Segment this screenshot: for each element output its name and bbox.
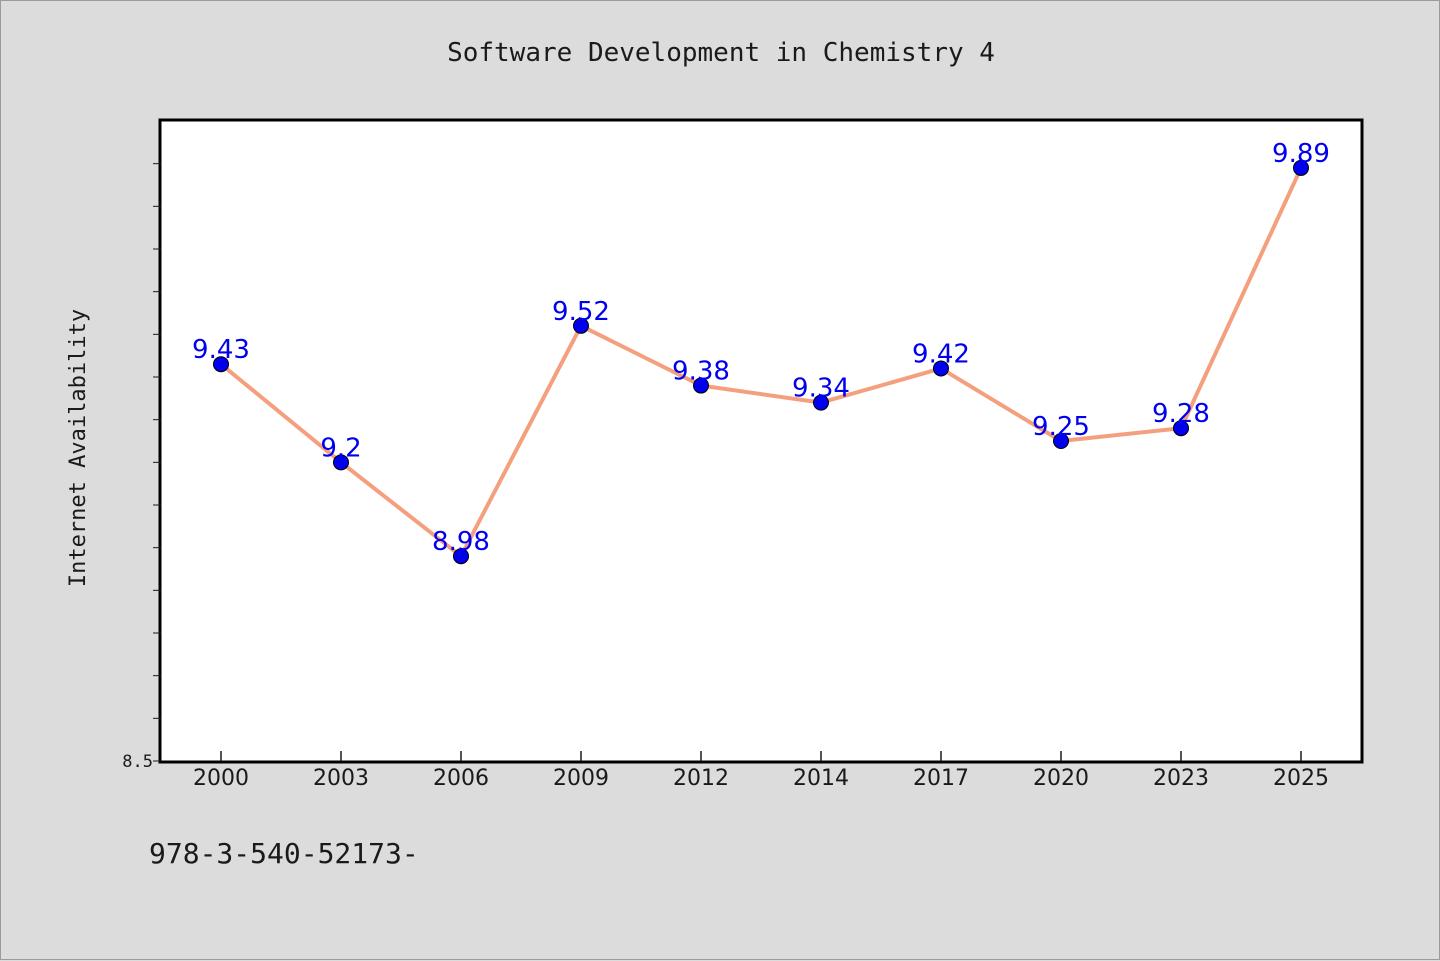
- data-label: 8.98: [432, 527, 490, 557]
- x-tick-label: 2023: [1153, 766, 1209, 791]
- data-point-marker: [1293, 159, 1309, 176]
- x-tick-label: 2017: [913, 766, 969, 791]
- x-tick-label: 2003: [313, 766, 369, 791]
- data-point-marker: [1173, 420, 1189, 437]
- y-axis-ticks: 8.5: [122, 163, 161, 772]
- series-line: [219, 167, 1303, 559]
- isbn-text: 978-3-540-52173-: [149, 837, 419, 870]
- x-tick-label: 2012: [673, 766, 729, 791]
- data-point-marker: [1053, 433, 1069, 449]
- x-tick-label: 2006: [433, 766, 489, 791]
- chart-title: Software Development in Chemistry 4: [447, 38, 995, 68]
- x-tick-label: 2009: [553, 766, 609, 791]
- data-label: 9.2: [320, 433, 361, 463]
- x-tick-label: 2014: [793, 766, 849, 791]
- x-tick-label: 2000: [193, 766, 249, 791]
- data-label: 9.25: [1032, 412, 1090, 442]
- x-axis-ticks: 2000 2003 2006 2009 2012 2014 2017 2020 2023 2025: [193, 751, 1329, 791]
- data-label: 9.28: [1152, 399, 1210, 429]
- series-layer: 9.43 9.2 8.98 9.52 9.38 9.34 9.42 9.25 9.28 9.89: [192, 139, 1330, 565]
- y-tick-label: 8.5: [122, 752, 153, 772]
- data-point-marker: [813, 394, 829, 411]
- x-tick-label: 2025: [1273, 766, 1329, 791]
- data-point-marker: [333, 454, 349, 471]
- data-point-marker: [213, 356, 229, 373]
- y-axis-label: Internet Availability: [66, 309, 91, 587]
- data-point-marker: [453, 548, 469, 565]
- data-label: 9.34: [792, 374, 850, 404]
- data-point-marker: [573, 317, 589, 334]
- data-label: 9.42: [912, 339, 970, 369]
- data-label: 9.52: [552, 297, 610, 327]
- plot-area: [158, 118, 1364, 764]
- data-label: 9.38: [672, 357, 730, 387]
- data-label: 9.43: [192, 335, 250, 365]
- x-tick-label: 2020: [1033, 766, 1089, 791]
- data-point-marker: [933, 360, 949, 377]
- data-label: 9.89: [1272, 139, 1330, 169]
- data-point-marker: [693, 377, 709, 394]
